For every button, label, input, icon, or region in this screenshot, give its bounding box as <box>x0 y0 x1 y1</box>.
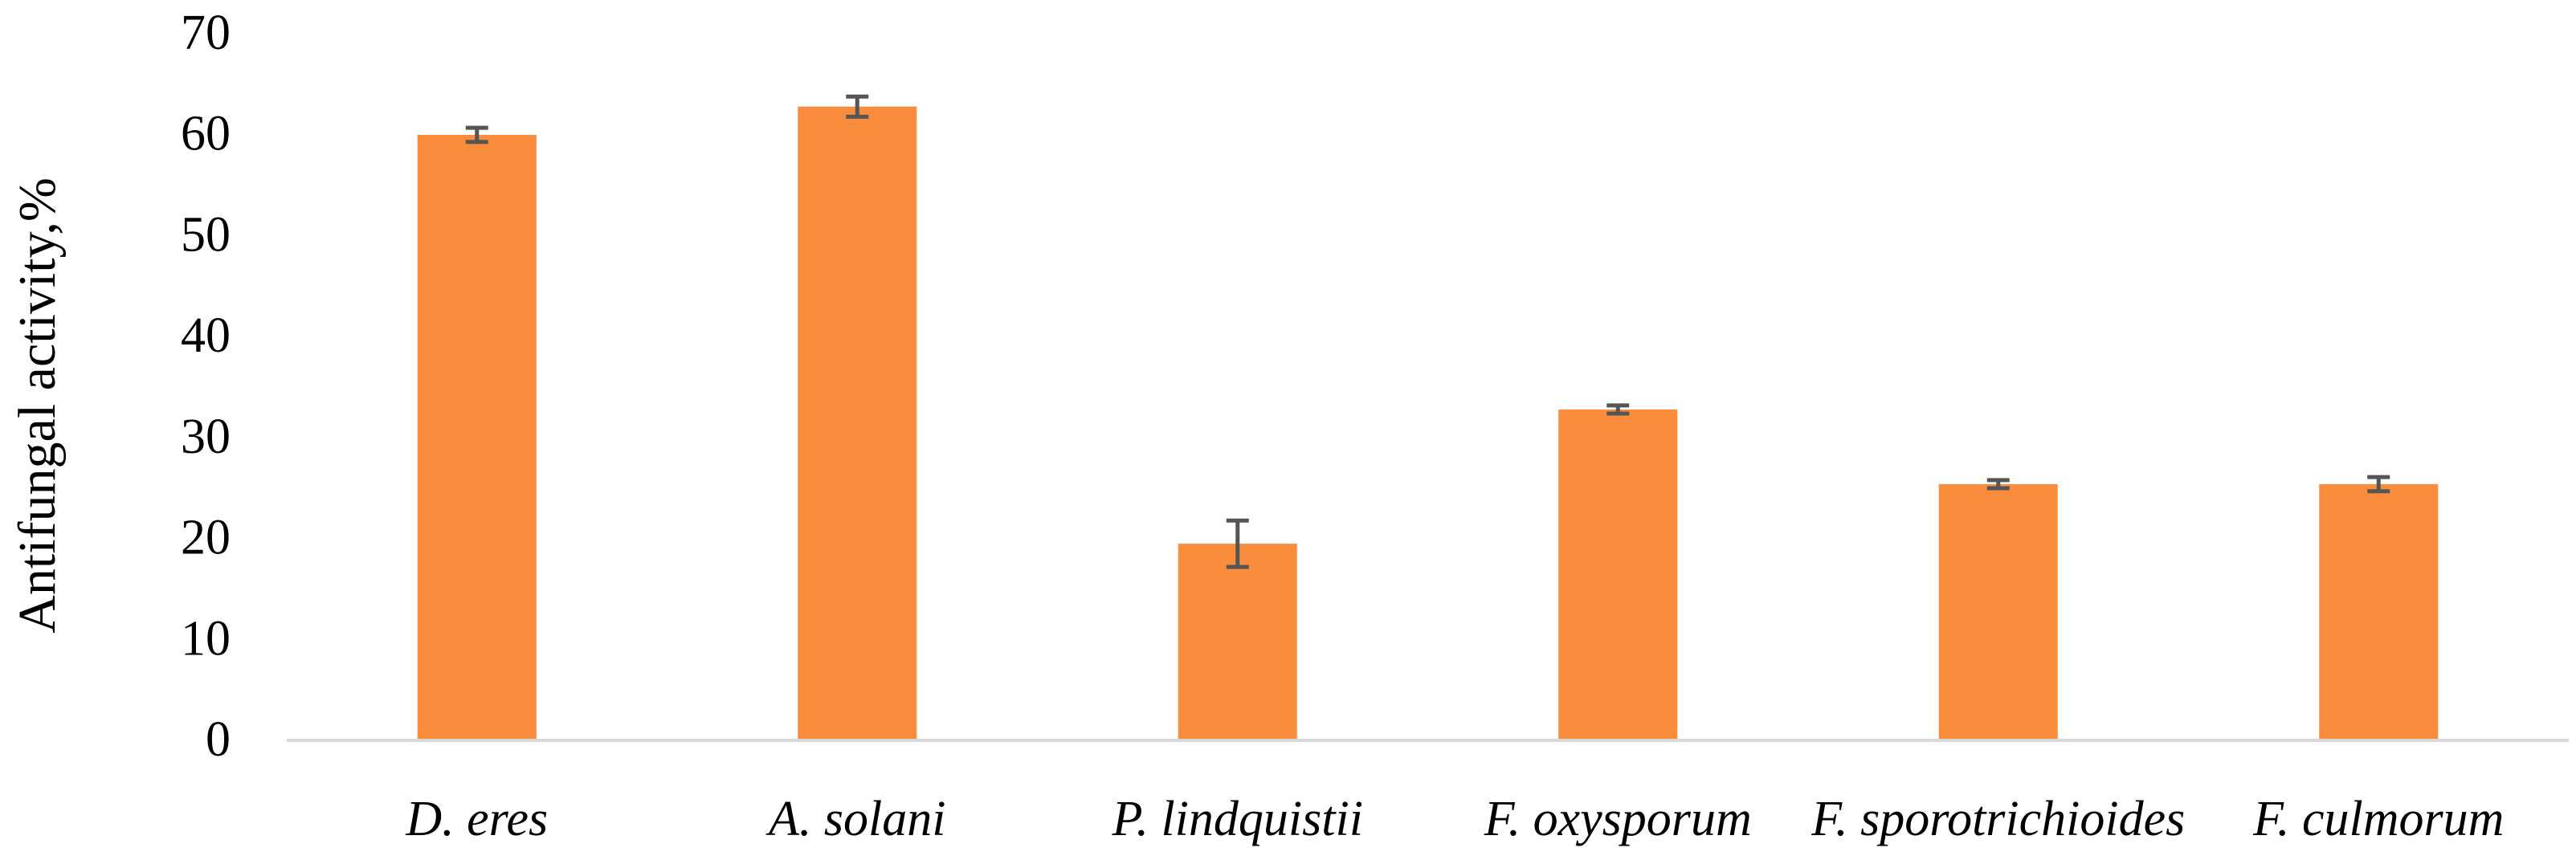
y-tick-label: 50 <box>181 207 231 262</box>
error-bar <box>1226 518 1249 569</box>
y-tick-label: 10 <box>181 611 231 666</box>
bar-d-eres <box>417 134 537 740</box>
y-axis-label: Antifungal activity,% <box>8 177 67 634</box>
error-bars <box>465 94 2390 569</box>
error-bar <box>465 125 488 145</box>
error-bar <box>1986 478 2010 491</box>
x-tick-label: F. oxysporum <box>1484 792 1752 846</box>
x-tick-label: F. culmorum <box>2252 792 2504 846</box>
bar-p-lindquistii <box>1178 544 1297 740</box>
error-bar <box>2367 475 2390 494</box>
x-tick-label: A. solani <box>765 792 945 846</box>
y-tick-label: 70 <box>181 6 231 60</box>
y-ticks: 0 10 20 30 40 50 60 70 <box>181 6 231 767</box>
bar-f-culmorum <box>2319 483 2439 740</box>
x-ticks: D. eres A. solani P. lindquistii F. oxyspor… <box>405 792 2504 846</box>
x-tick-label: D. eres <box>405 792 548 846</box>
bars <box>417 106 2439 740</box>
error-bar <box>1606 403 1630 416</box>
y-tick-label: 0 <box>206 712 231 767</box>
y-tick-label: 40 <box>181 308 231 363</box>
y-tick-label: 30 <box>181 410 231 464</box>
x-tick-label: F. sporotrichioides <box>1811 792 2185 846</box>
y-tick-label: 20 <box>181 511 231 565</box>
x-tick-label: P. lindquistii <box>1112 792 1363 846</box>
bar-a-solani <box>798 106 917 740</box>
y-tick-label: 60 <box>181 107 231 161</box>
bar-f-oxysporum <box>1558 409 1678 740</box>
error-bar <box>846 94 869 119</box>
y-axis-label-group: Antifungal activity,% <box>8 177 67 634</box>
bar-f-sporotrichioides <box>1938 483 2058 740</box>
